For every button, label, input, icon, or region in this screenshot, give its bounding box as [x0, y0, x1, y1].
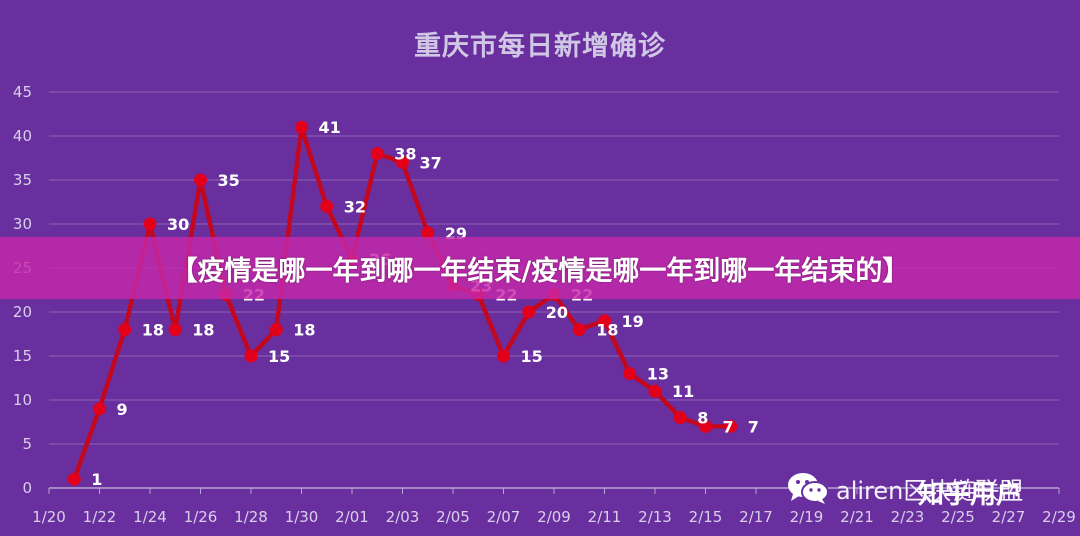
x-axis-tick-labels: 1/20 1/22 1/24 1/26 1/28 1/30 2/01 2/03 2/05 2/07…	[32, 508, 1076, 526]
data-label: 32	[344, 197, 366, 216]
x-tick-label: 2/23	[891, 508, 925, 526]
data-label: 20	[546, 303, 568, 322]
x-tick-label: 2/13	[638, 508, 672, 526]
data-label: 15	[268, 347, 290, 366]
data-label: 18	[192, 321, 214, 340]
data-point	[673, 411, 687, 425]
data-label: 1	[91, 470, 102, 489]
data-point	[194, 173, 207, 187]
data-point	[497, 349, 510, 363]
x-tick-label: 1/28	[234, 508, 268, 526]
x-tick-label: 2/09	[537, 508, 571, 526]
y-tick-label: 20	[13, 303, 32, 321]
data-point	[295, 120, 308, 134]
data-label: 37	[420, 153, 442, 172]
y-tick-label: 45	[13, 83, 32, 101]
y-tick-label: 35	[13, 171, 32, 189]
watermark-text: aliren区块链联盟	[836, 476, 1024, 505]
data-label: 13	[647, 365, 669, 384]
y-tick-label: 0	[22, 479, 32, 497]
data-label: 18	[596, 321, 618, 340]
overlay-watermark-text: 知乎用户	[918, 480, 1023, 510]
data-label: 38	[394, 145, 416, 164]
data-point	[320, 199, 334, 213]
data-label: 18	[293, 321, 315, 340]
data-labels: 1918301835221518413226383729232215202218…	[91, 118, 759, 489]
banner-text: 【疫情是哪一年到哪一年结束/疫情是哪一年到哪一年结束的】	[170, 255, 910, 287]
x-tick-label: 1/22	[83, 508, 117, 526]
y-tick-label: 15	[13, 347, 32, 365]
chart-title: 重庆市每日新增确诊	[414, 31, 666, 62]
x-tick-label: 2/05	[436, 508, 470, 526]
data-point	[118, 323, 132, 337]
data-point	[370, 147, 384, 161]
data-point	[244, 349, 258, 363]
x-tick-label: 2/19	[790, 508, 824, 526]
wechat-icon	[788, 473, 829, 504]
x-tick-label: 2/17	[739, 508, 773, 526]
data-point	[623, 367, 637, 381]
data-point	[572, 323, 586, 337]
data-label: 7	[723, 417, 734, 436]
x-tick-label: 2/07	[487, 508, 521, 526]
watermark: aliren区块链联盟	[786, 468, 1023, 508]
y-tick-label: 5	[22, 435, 32, 453]
series-layer	[67, 120, 738, 486]
x-tick-label: 1/24	[133, 508, 167, 526]
x-tick-label: 1/26	[184, 508, 218, 526]
y-tick-label: 30	[13, 215, 32, 233]
data-label: 19	[622, 312, 644, 331]
x-tick-label: 2/01	[335, 508, 369, 526]
x-tick-label: 1/30	[285, 508, 319, 526]
data-point	[396, 155, 409, 169]
data-label: 9	[117, 400, 128, 419]
data-point	[699, 419, 712, 433]
data-point	[168, 323, 182, 337]
data-point	[421, 226, 435, 240]
y-tick-label: 10	[13, 391, 32, 409]
data-point	[598, 314, 611, 328]
data-label: 18	[142, 321, 164, 340]
x-tick-label: 2/27	[992, 508, 1026, 526]
data-point	[522, 305, 536, 319]
y-tick-label: 40	[13, 127, 32, 145]
x-tick-label: 1/20	[32, 508, 66, 526]
data-point	[269, 323, 283, 337]
x-tick-label: 2/11	[588, 508, 622, 526]
data-point	[724, 419, 738, 433]
data-point	[143, 217, 157, 231]
data-label: 30	[167, 215, 189, 234]
x-tick-label: 2/15	[689, 508, 723, 526]
data-label: 41	[319, 118, 341, 137]
x-tick-label: 2/25	[941, 508, 975, 526]
data-label: 7	[748, 417, 759, 436]
data-point	[93, 402, 106, 416]
headline-banner: 【疫情是哪一年到哪一年结束/疫情是哪一年到哪一年结束的】	[0, 237, 1080, 299]
data-label: 8	[697, 409, 708, 428]
data-label: 11	[672, 382, 694, 401]
x-tick-label: 2/21	[840, 508, 874, 526]
data-point	[67, 472, 81, 486]
data-point	[648, 384, 662, 398]
x-tick-label: 2/03	[386, 508, 420, 526]
x-tick-label: 2/29	[1042, 508, 1076, 526]
data-label: 15	[521, 347, 543, 366]
data-label: 35	[218, 171, 240, 190]
